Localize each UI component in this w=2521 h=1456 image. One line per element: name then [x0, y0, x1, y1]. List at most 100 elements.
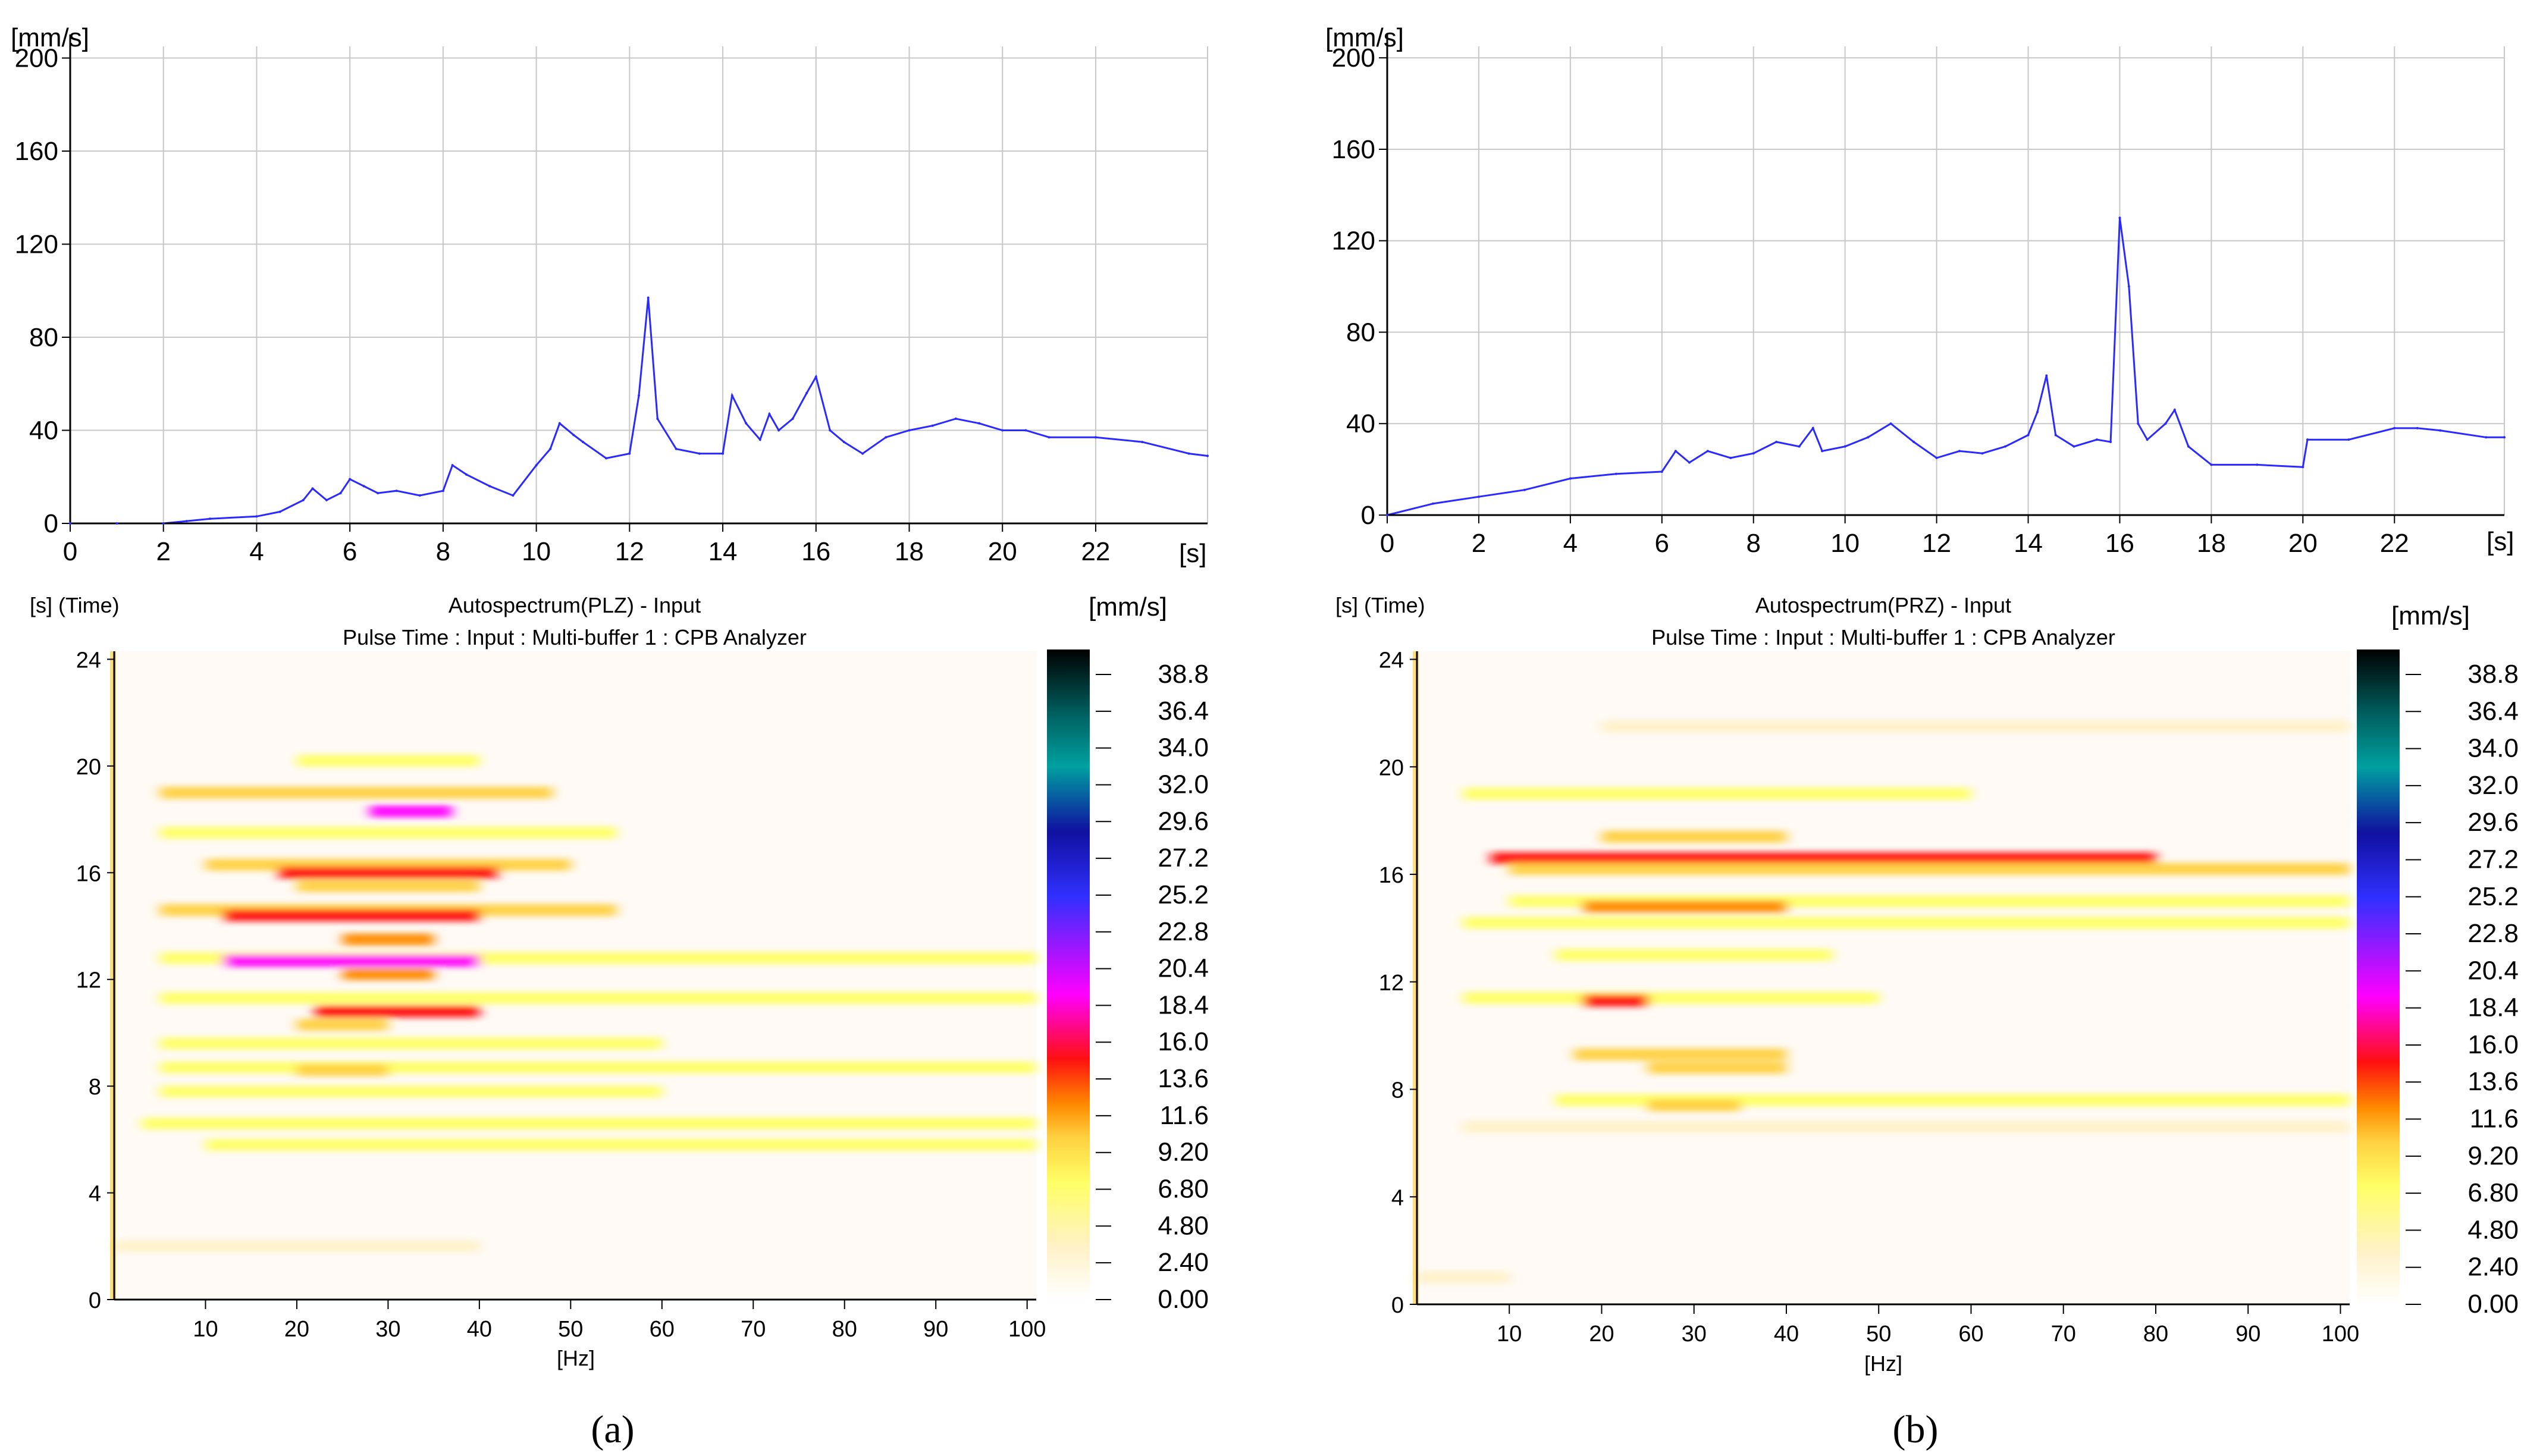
y-tick-label: 120 [1332, 227, 1375, 256]
data-point [829, 429, 832, 432]
x-tick-label: 12 [615, 537, 644, 566]
heatmap-band [159, 826, 617, 839]
x-tick-label: 20 [2288, 529, 2318, 558]
heatmap-axes: 10 20 30 40 50 60 70 80 90 100 0 4 8 12 16 20 24 [76, 648, 1046, 1342]
caption-a: (a) [591, 1408, 634, 1451]
y-tick-label: 40 [1346, 409, 1375, 438]
heatmap-title: Autospectrum(PLZ) - Input [449, 593, 701, 617]
data-point [2095, 438, 2098, 441]
colorbar-tick-label: 22.8 [2467, 919, 2519, 948]
heatmap-band [1648, 1062, 1786, 1074]
colorbar-tick-label: 36.4 [2467, 696, 2519, 726]
heatmap-band [159, 992, 1036, 1005]
y-axis-label: [mm/s] [1325, 23, 1404, 52]
colorbar-tick-label: 2.40 [2467, 1253, 2519, 1282]
colorbar: 38.8 36.4 34.0 32.0 29.6 27.2 25.2 22.8 20.4 18.4… [1047, 649, 1209, 1314]
heatmap-band [1463, 787, 1971, 800]
colorbar-tick-label: 11.6 [2470, 1104, 2519, 1134]
x-tick-label: 14 [708, 537, 738, 566]
colorbar-tick-label: 13.6 [2467, 1067, 2519, 1096]
heatmap-band [159, 1061, 1036, 1074]
data-point [418, 494, 421, 497]
data-point [115, 522, 118, 525]
heatmap-band [296, 1018, 388, 1031]
y-tick-label: 12 [1379, 971, 1404, 996]
data-point [1386, 514, 1388, 516]
data-point [2485, 436, 2488, 439]
heatmap-band [1601, 720, 2350, 733]
colorbar-tick-label: 6.80 [2467, 1178, 2519, 1207]
data-point [805, 391, 808, 394]
colorbar-tick-label: 29.6 [2467, 808, 2519, 837]
data-point [2118, 216, 2121, 219]
data-point [1958, 450, 1961, 453]
data-point [465, 473, 468, 476]
heatmap-band [142, 1117, 1037, 1130]
grid-lines [70, 46, 1208, 523]
y-tick-label: 0 [1361, 501, 1375, 530]
data-point [2072, 445, 2075, 448]
y-tick-label: 24 [76, 648, 101, 673]
colorbar-tick-label: 38.8 [1158, 660, 1209, 689]
data-point [2109, 440, 2112, 443]
x-tick-label: 16 [801, 537, 830, 566]
data-point [1094, 436, 1097, 439]
data-point [339, 492, 342, 495]
data-point [842, 441, 845, 444]
data-point [758, 438, 761, 441]
heatmap-b: Autospectrum(PRZ) - Input Pulse Time : I… [1335, 593, 2519, 1376]
data-point [885, 436, 888, 439]
x-tick-label: 80 [832, 1317, 857, 1342]
data-point [1912, 440, 1915, 443]
caption-b: (b) [1893, 1408, 1939, 1451]
heatmap-band [1491, 852, 2156, 865]
data-point [1752, 452, 1755, 455]
x-tick-label: 18 [2197, 529, 2226, 558]
heatmap-band [1648, 1099, 1741, 1112]
heatmap-band [1583, 994, 1648, 1007]
heatmap-background [114, 651, 1036, 1300]
x-tick-label: 16 [2105, 529, 2134, 558]
heatmap-band [1601, 830, 1786, 843]
data-point [638, 394, 640, 397]
axes: 0 2 4 6 8 10 12 14 16 18 20 22 0 40 80 120 160 200 [15, 34, 1208, 566]
data-point [162, 522, 165, 525]
data-point [2210, 463, 2213, 466]
y-tick-label: 8 [89, 1075, 101, 1100]
colorbar-tick-label: 16.0 [2467, 1030, 2519, 1059]
heatmap-band [1555, 1094, 2350, 1106]
heatmap-x-label: [Hz] [557, 1346, 595, 1370]
x-tick-label: 80 [2143, 1322, 2168, 1347]
y-axis-label: [mm/s] [11, 23, 89, 52]
data-point [302, 498, 305, 501]
heatmap-band [369, 805, 452, 818]
data-point [581, 441, 584, 444]
data-point [722, 452, 725, 455]
heatmap-band [296, 1064, 388, 1077]
data-point [1660, 470, 1663, 473]
heatmap-band [278, 867, 498, 879]
data-point [647, 296, 650, 299]
data-point [2301, 466, 2304, 469]
data-point [2164, 422, 2167, 425]
y-tick-label: 80 [1346, 318, 1375, 347]
heatmap-cells [114, 754, 1037, 1253]
y-tick-label: 120 [15, 230, 58, 259]
y-tick-label: 8 [1391, 1078, 1404, 1103]
colorbar-tick-label: 9.20 [2467, 1141, 2519, 1171]
colorbar-tick-label: 27.2 [1158, 843, 1209, 873]
colorbar-tick-label: 38.8 [2467, 660, 2519, 689]
x-tick-label: 100 [2322, 1322, 2359, 1347]
data-point [1141, 441, 1144, 444]
data-point [209, 517, 212, 520]
x-tick-label: 0 [1380, 529, 1394, 558]
data-point [572, 434, 575, 437]
data-point [1889, 422, 1892, 425]
data-point [745, 422, 748, 425]
data-point [2036, 411, 2039, 414]
colorbar-tick-label: 20.4 [1158, 954, 1209, 983]
y-tick-label: 0 [89, 1288, 101, 1313]
data-point [2146, 438, 2149, 441]
heatmap-a: Autospectrum(PLZ) - Input Pulse Time : I… [30, 592, 1209, 1370]
colorbar-tick-label: 18.4 [1158, 990, 1209, 1019]
